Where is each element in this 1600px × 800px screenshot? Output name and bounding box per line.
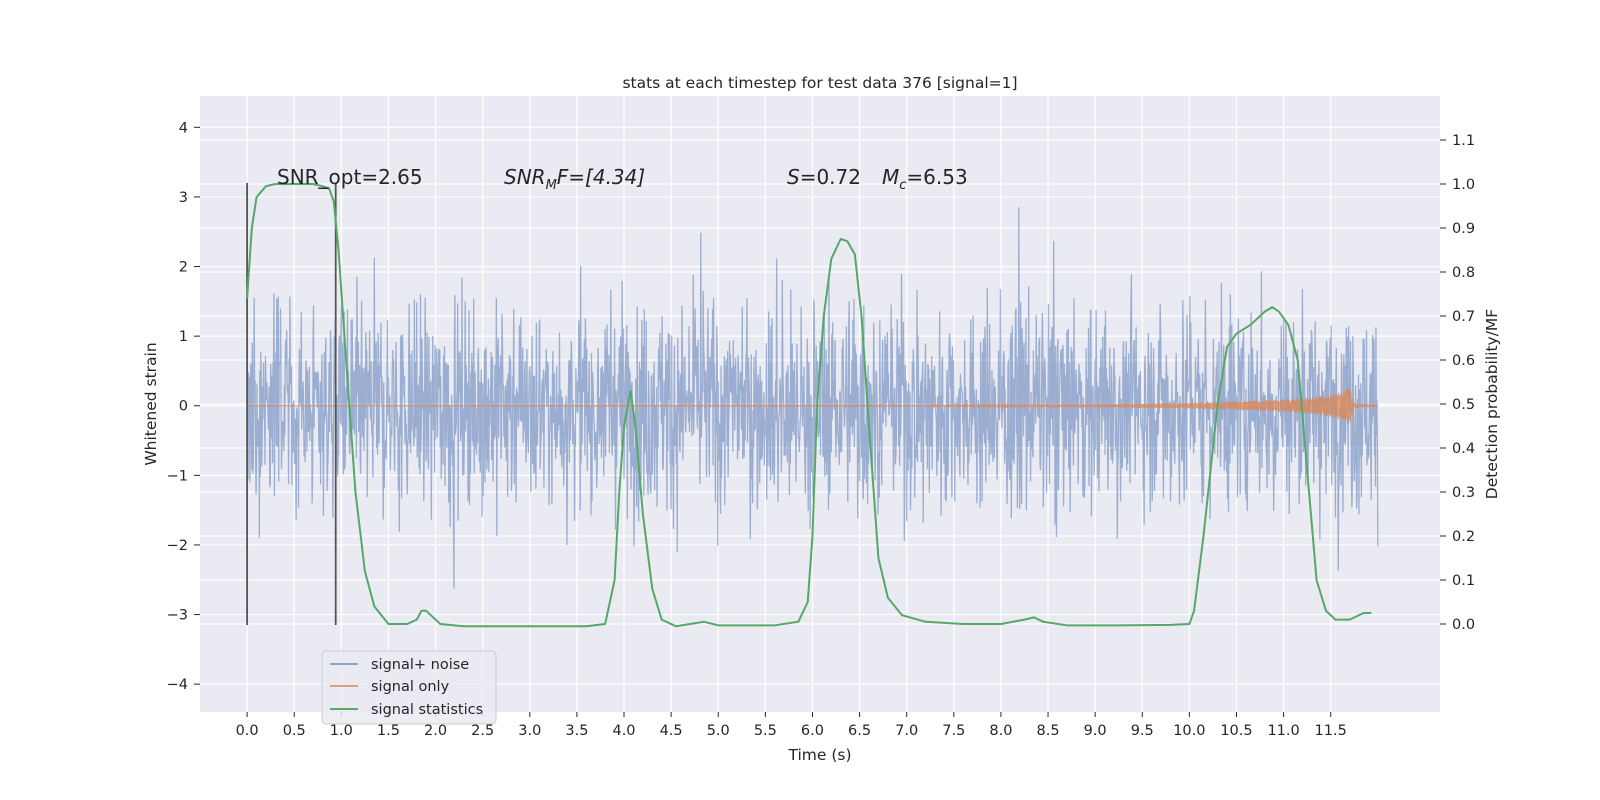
chart-title: stats at each timestep for test data 376… [622, 74, 1017, 92]
x-tick-label-16: 8.0 [989, 723, 1012, 739]
x-tick-label-7: 3.5 [565, 723, 588, 739]
annotation-snr-mf: SNRMF=[4.34] [504, 165, 645, 193]
legend-label-signal-only: signal only [371, 679, 450, 695]
x-tick-label-8: 4.0 [612, 723, 635, 739]
y-right-tick-label-0: 0.0 [1452, 617, 1475, 633]
annotation-s-value: =0.72 [800, 165, 861, 189]
annotation-snr-opt: SNR_opt=2.65 [277, 165, 423, 189]
y-axis-left-label: Whitened strain [142, 342, 160, 465]
y-left-tick-label-8: 4 [179, 120, 188, 136]
y-left-tick-label-0: −4 [167, 677, 188, 693]
annotation-snr-mf-main: SNR [504, 165, 546, 189]
x-tick-label-2: 1.0 [330, 723, 353, 739]
y-axis-right-label: Detection probability/MF [1483, 309, 1501, 500]
annotation-snr-mf-sub: M [546, 178, 557, 193]
y-right-tick-label-1: 0.1 [1452, 573, 1475, 589]
y-left-tick-label-3: −1 [167, 468, 188, 484]
x-tick-label-14: 7.0 [895, 723, 918, 739]
annotation-s-main: S [787, 165, 800, 189]
y-right-tick-label-4: 0.4 [1452, 441, 1475, 457]
legend-label-noise: signal+ noise [371, 657, 469, 673]
x-tick-label-12: 6.0 [801, 723, 824, 739]
legend-box [321, 650, 497, 725]
y-right-tick-label-2: 0.2 [1452, 529, 1475, 545]
y-right-tick-label-6: 0.6 [1452, 353, 1475, 369]
annotation-mc-sub: c [899, 178, 906, 193]
x-tick-label-4: 2.0 [424, 723, 447, 739]
y-left-tick-label-4: 0 [179, 399, 188, 415]
y-left-tick-label-6: 2 [179, 260, 188, 276]
x-tick-label-23: 11.5 [1315, 723, 1347, 739]
annotation-s: S=0.72 [787, 165, 861, 189]
x-tick-label-17: 8.5 [1036, 723, 1059, 739]
y-right-tick-label-3: 0.3 [1452, 485, 1475, 501]
annotation-mc-main: M [882, 165, 899, 189]
y-right-tick-label-5: 0.5 [1452, 397, 1475, 413]
x-tick-label-20: 10.0 [1173, 723, 1205, 739]
line-signal-statistics [246, 183, 1372, 628]
x-tick-label-3: 1.5 [377, 723, 400, 739]
y-left-tick-label-7: 3 [179, 190, 188, 206]
x-tick-label-5: 2.5 [471, 723, 494, 739]
series-signal-only [246, 388, 1379, 425]
annotation-mc: Mc=6.53 [882, 165, 968, 193]
x-tick-label-0: 0.0 [236, 723, 259, 739]
x-tick-label-15: 7.5 [942, 723, 965, 739]
vertical-markers [246, 183, 337, 625]
y-left-ticks: −4 −3 −2 −1 0 1 2 3 4 [167, 120, 200, 693]
line-signal-noise [246, 207, 1379, 589]
series-signal-noise [246, 207, 1379, 589]
x-tick-label-19: 9.5 [1131, 723, 1154, 739]
annotation-mc-value: =6.53 [906, 165, 967, 189]
x-tick-label-1: 0.5 [283, 723, 306, 739]
x-tick-label-18: 9.0 [1084, 723, 1107, 739]
y-right-tick-label-9: 0.9 [1452, 221, 1475, 237]
x-tick-label-21: 10.5 [1220, 723, 1252, 739]
y-right-tick-label-11: 1.1 [1452, 133, 1475, 149]
y-left-tick-label-2: −2 [167, 538, 188, 554]
series-signal-statistics [246, 183, 1372, 628]
x-tick-label-10: 5.0 [707, 723, 730, 739]
line-signal-only [246, 388, 1379, 425]
y-right-ticks: 0.0 0.1 0.2 0.3 0.4 0.5 0.6 0.7 0.8 0.9 1.0 1.1 [1440, 133, 1475, 633]
legend: signal+ noise signal only signal statist… [321, 650, 497, 725]
x-ticks: 0.0 0.5 1.0 1.5 2.0 2.5 3.0 3.5 4.0 4.5 5.0 5.5 6.0 6… [236, 712, 1347, 739]
x-tick-label-6: 3.0 [518, 723, 541, 739]
y-right-tick-label-10: 1.0 [1452, 177, 1475, 193]
x-tick-label-9: 4.5 [660, 723, 683, 739]
x-axis-label: Time (s) [787, 746, 851, 764]
x-tick-label-13: 6.5 [848, 723, 871, 739]
x-tick-label-22: 11.0 [1267, 723, 1299, 739]
x-tick-label-11: 5.5 [754, 723, 777, 739]
y-right-tick-label-8: 0.8 [1452, 265, 1475, 281]
y-left-tick-label-5: 1 [179, 329, 188, 345]
legend-label-statistics: signal statistics [371, 702, 483, 718]
annotation-snr-mf-f: F=[4.34] [557, 165, 645, 189]
y-left-tick-label-1: −3 [167, 608, 188, 624]
y-right-tick-label-7: 0.7 [1452, 309, 1475, 325]
